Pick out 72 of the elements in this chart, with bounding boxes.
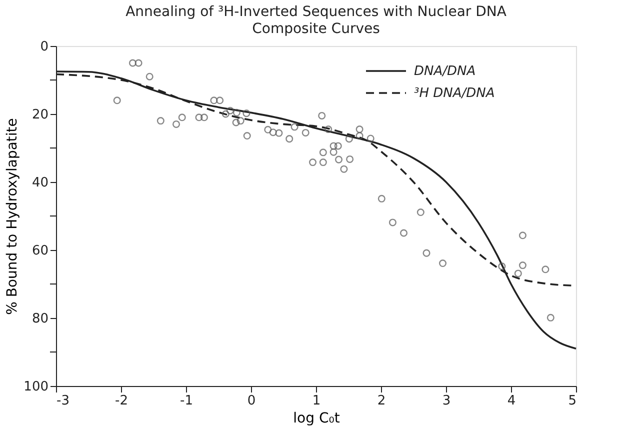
point [340, 165, 348, 173]
point [113, 96, 121, 104]
y-tick-label: 80 [32, 312, 48, 326]
point [416, 208, 424, 216]
point [378, 194, 386, 202]
point [319, 148, 327, 156]
point [330, 142, 338, 150]
x-tick-label: -1 [180, 394, 193, 408]
point [324, 126, 332, 134]
legend-label: DNA/DNA [414, 64, 476, 79]
point [275, 129, 283, 137]
point [514, 270, 522, 278]
point [128, 59, 136, 67]
point [286, 135, 294, 143]
point [243, 132, 251, 140]
chart-title: Annealing of ³H-Inverted Sequences with Nuclear DNA [126, 4, 507, 20]
point [156, 117, 164, 125]
point [172, 120, 180, 128]
x-axis-title: log C₀t [293, 410, 340, 426]
x-tick-label: 5 [568, 394, 576, 408]
x-tick-label: 1 [312, 394, 321, 408]
point [308, 158, 317, 166]
x-tick-label: 2 [377, 394, 386, 408]
point [438, 260, 447, 268]
point [518, 232, 526, 240]
point [178, 114, 186, 122]
point [356, 126, 364, 134]
point [498, 262, 506, 270]
y-tick-label: 40 [32, 176, 48, 190]
y-axis-title: % Bound to Hydroxylapatite [4, 118, 21, 315]
point [264, 126, 272, 134]
y-tick-label: 60 [32, 244, 48, 258]
point [345, 135, 353, 143]
y-tick-label: 0 [40, 40, 48, 54]
point [232, 118, 240, 126]
point [269, 128, 277, 136]
point [236, 117, 244, 125]
legend-label: ³H DNA/DNA [414, 86, 495, 101]
point [146, 72, 154, 80]
point [222, 110, 230, 118]
point [400, 229, 408, 237]
point [302, 128, 310, 136]
point [232, 108, 240, 116]
point [216, 96, 224, 104]
point [422, 249, 430, 257]
point [134, 59, 142, 67]
point [319, 158, 327, 166]
x-tick-label: -2 [115, 394, 128, 408]
point [546, 314, 554, 322]
point [226, 106, 234, 114]
x-tick-label: 4 [507, 394, 516, 408]
point [210, 96, 218, 104]
y-tick-label: 20 [32, 108, 48, 122]
point [200, 114, 208, 122]
point [318, 112, 326, 120]
point [195, 114, 203, 122]
y-tick-label: 100 [24, 380, 48, 394]
point [542, 266, 550, 274]
chart-subtitle: Composite Curves [252, 21, 380, 37]
point [366, 134, 374, 142]
point [290, 123, 298, 131]
point [330, 148, 338, 156]
point [334, 156, 343, 164]
x-tick-label: 0 [247, 394, 256, 408]
point [518, 262, 526, 270]
point [356, 132, 364, 140]
x-tick-label: -3 [56, 394, 70, 408]
point [346, 155, 354, 163]
point [388, 218, 396, 226]
point [334, 142, 342, 150]
x-tick-label: 3 [442, 394, 451, 408]
point [242, 110, 250, 118]
